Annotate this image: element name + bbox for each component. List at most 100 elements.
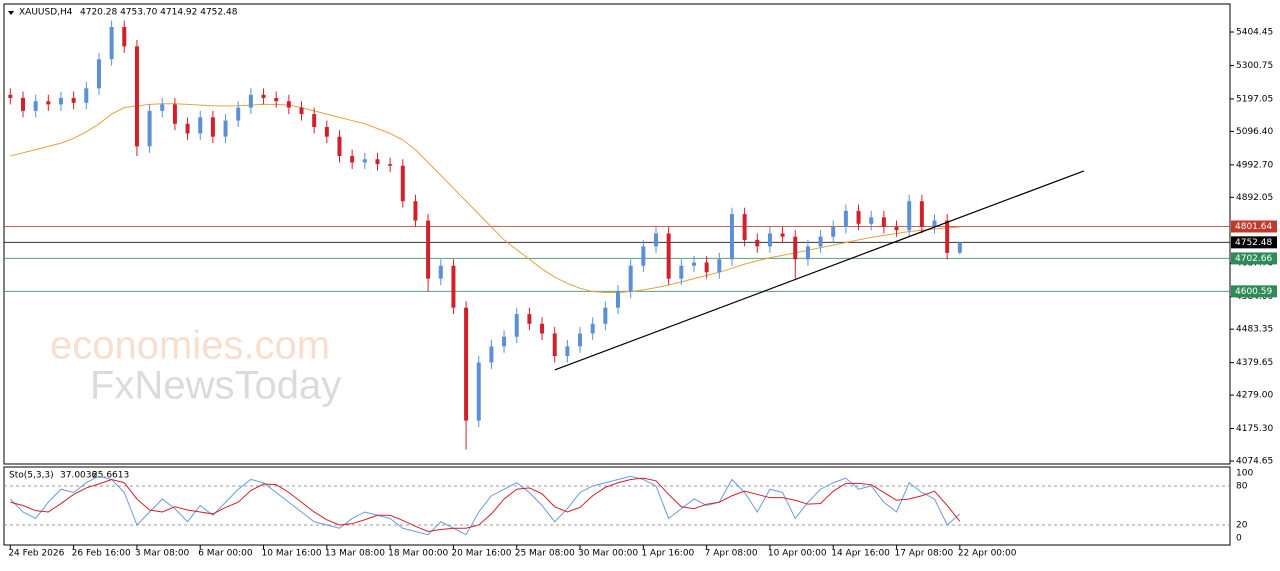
price-panel [3,3,1231,465]
candle-body [793,236,798,260]
candle-body [223,120,228,137]
candle-body [109,27,114,60]
x-tick-label: 30 Mar 00:00 [578,549,638,559]
candle-body [565,346,570,357]
trendline [554,170,1085,371]
candle-body [20,97,25,111]
symbol: XAUUSD,H4 [19,8,73,18]
x-tick-label: 18 Mar 00:00 [388,549,448,559]
menu-arrow[interactable] [8,11,14,15]
candle-body [755,239,760,247]
x-tick-label: 14 Apr 16:00 [831,549,890,559]
stochastic-main-value: 37.0036 [60,471,97,481]
x-tick-label: 22 Apr 00:00 [958,549,1017,559]
candle-body [172,104,177,124]
candle-body [8,94,13,98]
x-tick-label: 13 Mar 08:00 [325,549,385,559]
candle-body [337,136,342,157]
y-tick-label: 4992.70 [1236,160,1273,170]
y-tick-label: 5197.05 [1236,94,1273,104]
x-tick-label: 25 Mar 08:00 [515,549,575,559]
candle-body [653,233,658,247]
candle-body [236,107,241,121]
candle-body [704,262,709,273]
candle-body [641,246,646,266]
candle-body [426,220,431,279]
candle-body [312,114,317,128]
ohlc: 4720.28 4753.70 4714.92 4752.48 [80,8,238,18]
candle-body [464,307,469,421]
candle-body [502,336,507,347]
stochastic-tick-label: 80 [1236,481,1248,491]
x-tick-label: 7 Apr 08:00 [705,549,758,559]
x-tick-label: 26 Feb 16:00 [72,549,131,559]
y-tick-label: 4892.05 [1236,193,1273,203]
candle-body [33,101,38,111]
candle-body [831,227,836,237]
stochastic-tick-label: 20 [1236,520,1248,530]
candle-body [907,201,912,231]
candle-body [742,214,747,240]
y-tick-label: 4175.30 [1236,424,1273,434]
y-tick-label: 4074.65 [1236,457,1273,467]
candle-body [527,314,532,324]
candle-body [843,210,848,228]
x-tick-label: 1 Apr 16:00 [641,549,694,559]
candle-body [679,265,684,279]
candle-body [71,97,76,103]
candle-body [350,156,355,163]
candle-body [210,117,215,137]
candle-body [590,323,595,334]
candle-body [122,27,127,47]
x-tick-label: 6 Mar 00:00 [198,549,253,559]
level-tag [1231,252,1277,265]
y-tick-label: 4379.65 [1236,358,1273,368]
level-label: 4801.64 [1235,222,1272,232]
x-tick-label: 20 Mar 16:00 [451,549,511,559]
candle-body [413,201,418,221]
candle-body [261,94,266,98]
stochastic-tick-label: 0 [1236,533,1242,543]
y-tick-label: 4279.00 [1236,391,1273,401]
level-tag [1231,236,1277,249]
candle-body [514,314,519,337]
stochastic-line [10,477,961,532]
candle-body [375,159,380,165]
candle-body [818,236,823,247]
candle-body [324,127,329,137]
y-tick-label: 4483.35 [1236,325,1273,335]
candle-body [805,246,810,260]
candle-body [84,88,89,103]
candle-body [400,165,405,202]
candle-body [96,59,101,89]
stochastic-tick-label: 100 [1236,468,1253,478]
y-tick-label: 5300.75 [1236,61,1273,71]
candle-body [919,201,924,228]
candle-body [869,217,874,224]
stochastic-signal-value: 25.6613 [92,471,129,481]
level-label: 4600.59 [1235,287,1272,297]
x-tick-label: 24 Feb 2026 [8,549,64,559]
candle-body [286,101,291,108]
stochastic-panel [3,466,1231,546]
candle-body [767,233,772,247]
candle-body [476,362,481,421]
candle-body [388,164,393,166]
candle-body [691,262,696,266]
y-tick-label: 5096.40 [1236,127,1273,137]
candle-body [945,220,950,253]
candle-body [160,104,165,111]
y-tick-label: 5404.45 [1236,28,1273,38]
candle-body [299,107,304,115]
x-tick-label: 10 Apr 00:00 [768,549,827,559]
candle-body [147,110,152,147]
x-tick-label: 10 Mar 16:00 [262,549,322,559]
candle-body [957,242,962,253]
candle-body [198,117,203,134]
candle-body [628,265,633,292]
candle-body [489,346,494,363]
candle-body [451,265,456,308]
watermark: economies.com [50,324,330,368]
stochastic-label: Sto(5,3,3) [9,471,54,481]
